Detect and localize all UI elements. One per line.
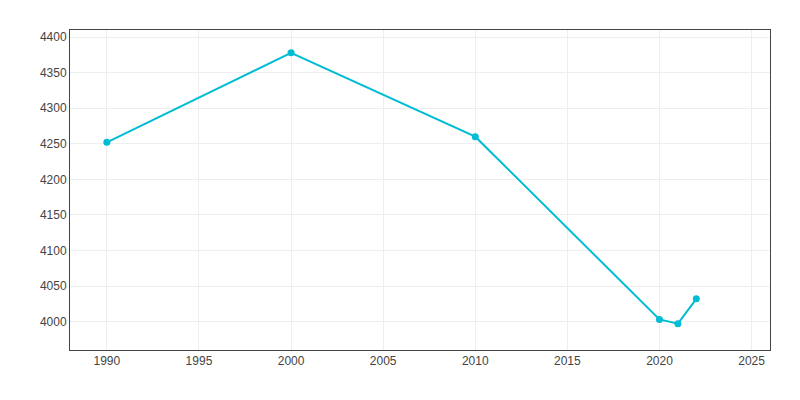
svg-text:2015: 2015	[554, 354, 581, 368]
svg-text:1990: 1990	[93, 354, 120, 368]
svg-text:4000: 4000	[40, 315, 67, 329]
svg-text:1995: 1995	[186, 354, 213, 368]
svg-text:2020: 2020	[646, 354, 673, 368]
svg-text:4350: 4350	[40, 66, 67, 80]
svg-text:4400: 4400	[40, 30, 67, 44]
svg-text:4200: 4200	[40, 173, 67, 187]
svg-text:4100: 4100	[40, 244, 67, 258]
svg-text:2025: 2025	[738, 354, 765, 368]
svg-text:4300: 4300	[40, 101, 67, 115]
svg-text:4050: 4050	[40, 279, 67, 293]
svg-text:2000: 2000	[278, 354, 305, 368]
svg-text:2010: 2010	[462, 354, 489, 368]
svg-text:2005: 2005	[370, 354, 397, 368]
svg-text:4150: 4150	[40, 208, 67, 222]
svg-text:4250: 4250	[40, 137, 67, 151]
